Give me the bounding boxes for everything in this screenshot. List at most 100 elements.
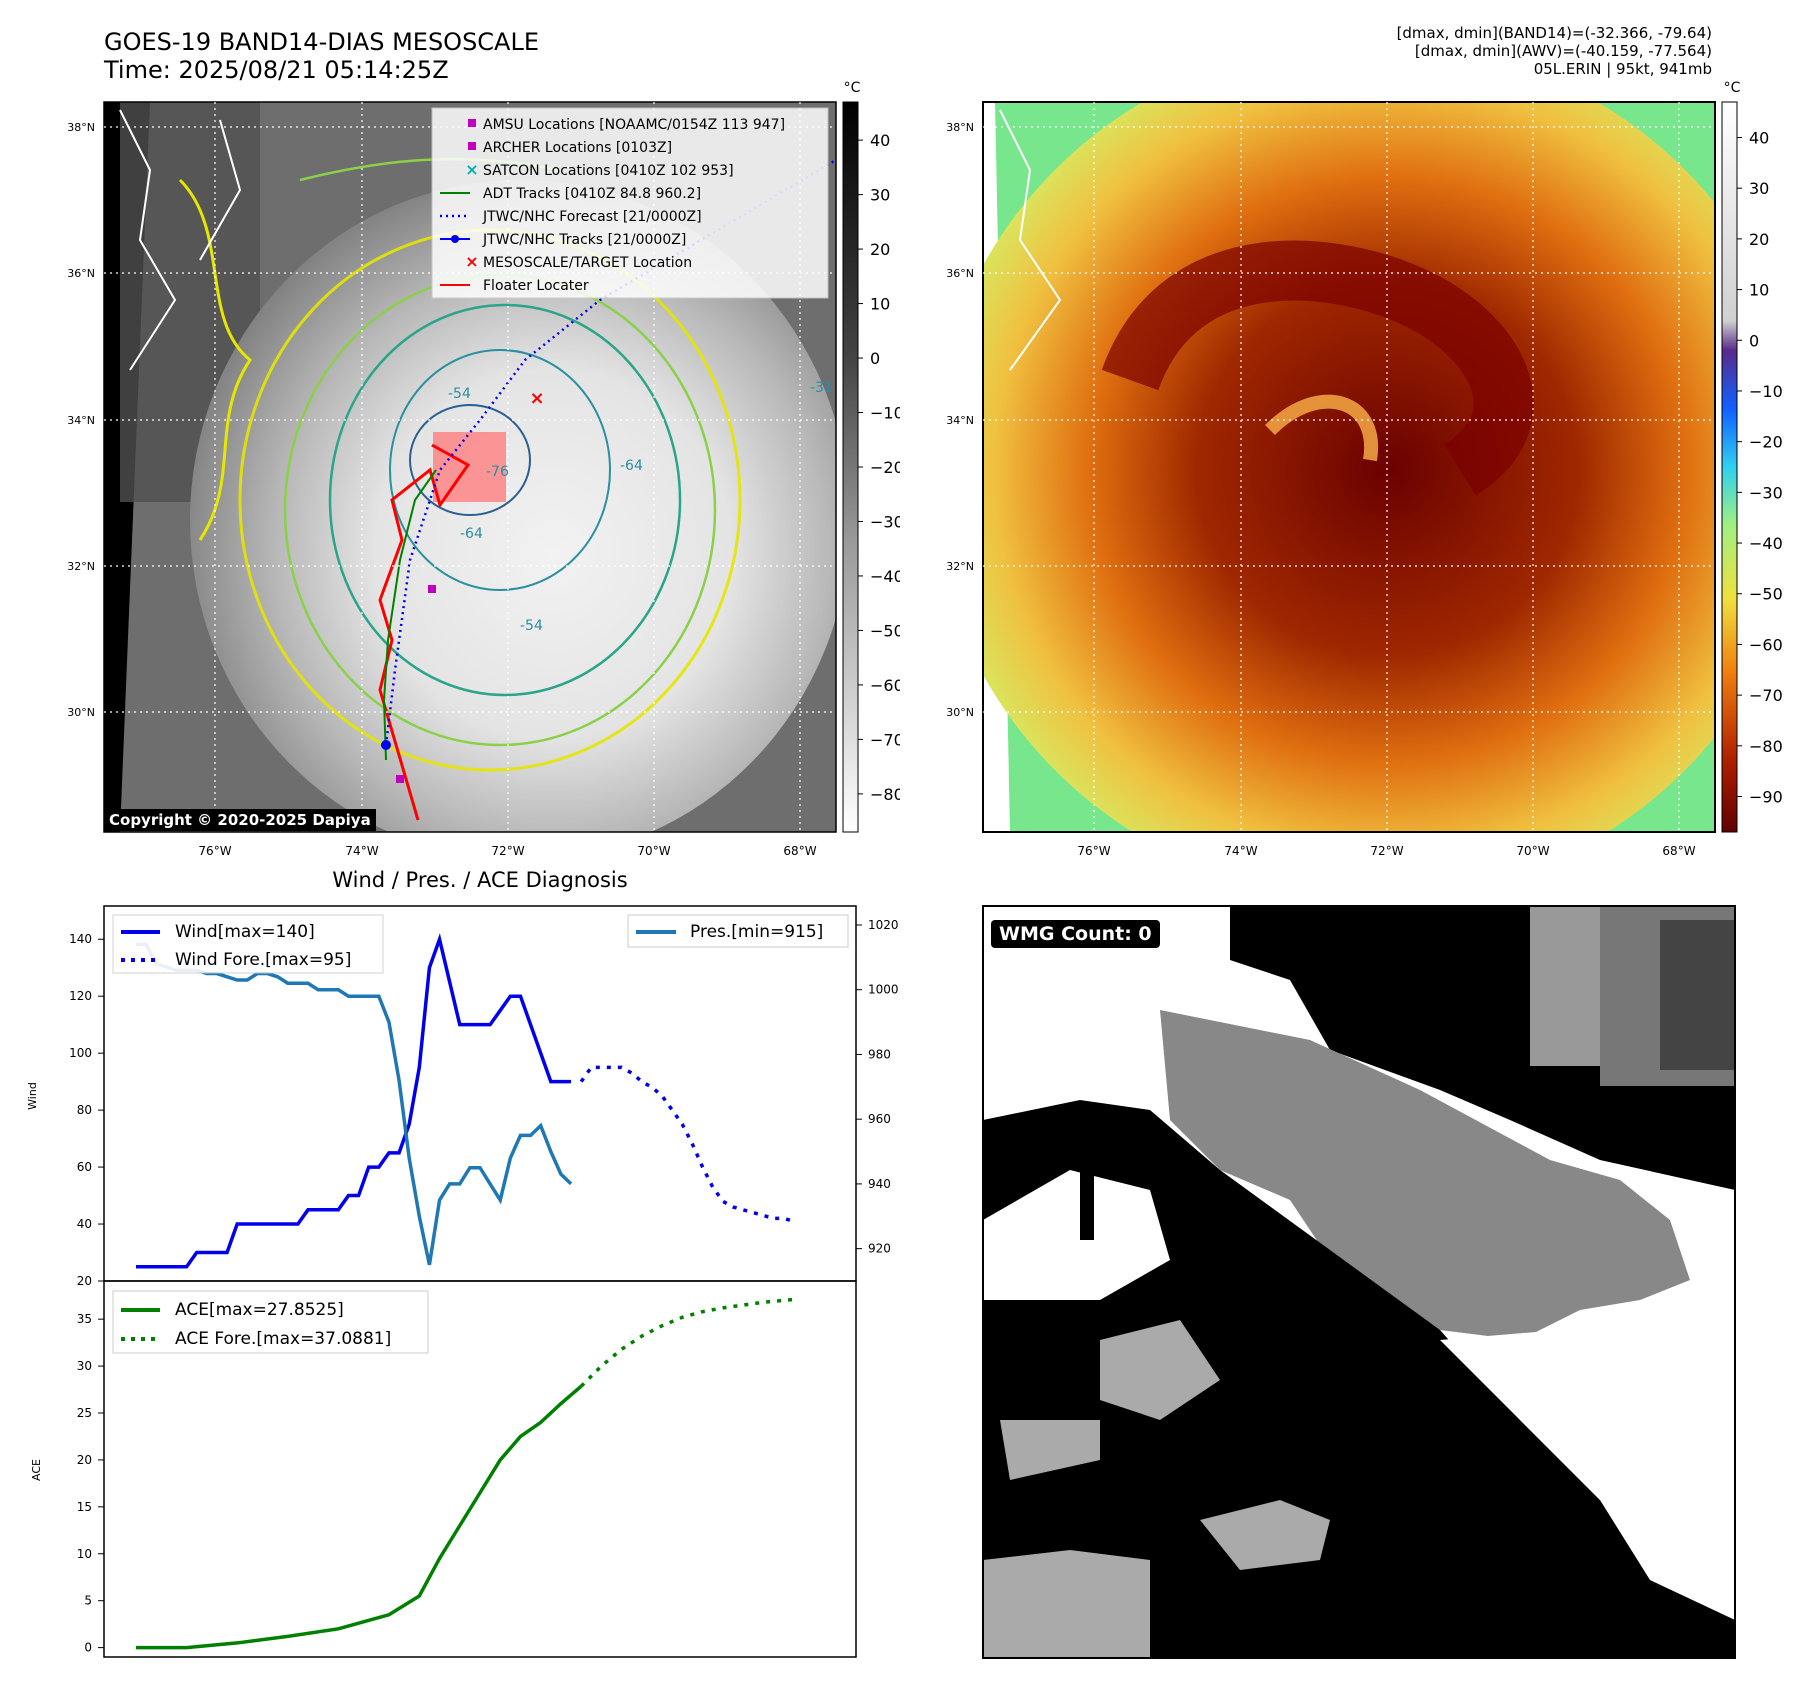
lon-label: 70°W	[637, 844, 670, 858]
lon-label: 68°W	[1662, 844, 1695, 858]
colorbar-tick-label: −20	[1749, 433, 1783, 452]
lat-label: 30°N	[67, 706, 95, 719]
legend-label: JTWC/NHC Forecast [21/0000Z]	[482, 209, 702, 225]
ace-axis-tick-label: 15	[77, 1500, 92, 1514]
ace-series-line-0	[136, 1384, 583, 1650]
ace-axis-tick-label: 30	[77, 1359, 92, 1373]
wind-axis-tick-label: 60	[77, 1160, 92, 1174]
colorbar-tick-label: −50	[870, 621, 900, 640]
legend-swatch: ×	[465, 252, 478, 271]
lon-label: 70°W	[1516, 844, 1549, 858]
wind-axis-tick-label: 40	[77, 1217, 92, 1231]
pressure-axis-tick-label: 980	[868, 1047, 891, 1061]
pressure-axis-tick-label: 920	[868, 1242, 891, 1256]
colorbar-tick-label: 10	[1749, 281, 1769, 300]
wind-legend: Wind[max=140] Wind Fore.[max=95]	[112, 914, 384, 974]
amsu-marker	[396, 775, 404, 783]
colorbar-tick-label: −40	[870, 567, 900, 586]
target-location-marker: ×	[529, 388, 544, 409]
ace-axis-label: ACE	[30, 1459, 43, 1481]
legend-wind: Wind[max=140]	[175, 922, 315, 942]
title-line1: GOES-19 BAND14-DIAS MESOSCALE	[104, 28, 540, 56]
lon-label: 76°W	[198, 844, 231, 858]
colorbar-unit: °C	[1724, 80, 1741, 96]
ace-axis-tick-label: 0	[84, 1641, 92, 1655]
colorbar-tick-label: −80	[870, 785, 900, 804]
wmg-count-badge: WMG Count: 0	[991, 920, 1160, 948]
legend-label: ARCHER Locations [0103Z]	[483, 140, 672, 156]
contour-label: -54	[448, 386, 471, 402]
info-line3: 05L.ERIN | 95kt, 941mb	[1533, 60, 1712, 78]
colorbar-tick-label: −70	[1749, 686, 1783, 705]
lat-label: 38°N	[67, 121, 95, 134]
legend-label: MESOSCALE/TARGET Location	[483, 255, 692, 271]
lat-label: 36°N	[946, 267, 974, 280]
colorbar-tick-label: −80	[1749, 737, 1783, 756]
wmg-mask-image	[983, 906, 1735, 1658]
wind-axis-tick-label: 140	[69, 932, 92, 946]
colorbar-tick-label: 10	[870, 295, 890, 314]
ace-frame	[103, 1280, 857, 1658]
wmg-panel	[982, 905, 1736, 1659]
series-line-1	[579, 1065, 795, 1223]
wind-axis-tick-label: 120	[69, 989, 92, 1003]
title-line2: Time: 2025/08/21 05:14:25Z	[104, 56, 449, 84]
colorbar-tick-label: −70	[870, 730, 900, 749]
awv-lon-labels: 76°W 74°W 72°W 70°W 68°W	[1077, 844, 1695, 858]
info-line2: [dmax, dmin](AWV)=(-40.159, -77.564)	[1414, 42, 1712, 60]
legend-pressure: Pres.[min=915]	[690, 922, 823, 942]
legend-swatch	[468, 119, 476, 127]
ir-lon-labels: 76°W 74°W 72°W 70°W 68°W	[198, 844, 816, 858]
wind-axis-tick-label: 100	[69, 1046, 92, 1060]
colorbar-tick-label: −50	[1749, 585, 1783, 604]
series-line-2	[136, 942, 573, 1266]
lon-label: 72°W	[1370, 844, 1403, 858]
lat-label: 32°N	[67, 560, 95, 573]
info-line1: [dmax, dmin](BAND14)=(-32.366, -79.64)	[1396, 24, 1712, 42]
contour-label: -54	[520, 618, 543, 634]
legend-swatch: ×	[465, 160, 478, 179]
lat-label: 30°N	[946, 706, 974, 719]
wind-axis-label: Wind	[26, 1082, 39, 1110]
colorbar-tick-label: −90	[1749, 788, 1783, 807]
legend-label: JTWC/NHC Tracks [21/0000Z]	[482, 232, 686, 248]
legend-wind-fore: Wind Fore.[max=95]	[175, 950, 351, 970]
ace-legend: ACE[max=27.8525] ACE Fore.[max=37.0881]	[112, 1290, 429, 1354]
archer-marker	[428, 585, 436, 593]
ir-map-legend: AMSU Locations [NOAAMC/0154Z 113 947] ARC…	[431, 107, 829, 299]
legend-ace-fore: ACE Fore.[max=37.0881]	[175, 1329, 391, 1349]
awv-colorbar: °C 40 30 20 10 0 −10 −20 −30 −40 −50 −60 −70 −80 −90	[1721, 80, 1783, 833]
colorbar-tick-label: −10	[1749, 382, 1783, 401]
lon-label: 76°W	[1077, 844, 1110, 858]
contour-label: -76	[486, 464, 509, 480]
pressure-axis-tick-label: 1000	[868, 983, 899, 997]
pressure-legend: Pres.[min=915]	[627, 914, 849, 948]
colorbar-tick-label: 20	[1749, 230, 1769, 249]
colorbar-tick-label: −10	[870, 404, 900, 423]
lat-label: 34°N	[946, 414, 974, 427]
lat-label: 34°N	[67, 414, 95, 427]
colorbar-tick-label: 0	[870, 349, 880, 368]
colorbar-tick-label: 0	[1749, 331, 1759, 350]
ir-map-panel: × -54 -76 -64 -64 -54 -31 38°N 36°N 34°N…	[67, 80, 900, 858]
legend-label: SATCON Locations [0410Z 102 953]	[483, 163, 734, 179]
diagnosis-panel: Wind / Pres. / ACE Diagnosis Wind Pressu…	[26, 868, 899, 1658]
ace-series-line-1	[579, 1297, 794, 1388]
ace-axis-tick-label: 20	[77, 1453, 92, 1467]
colorbar-tick-label: −40	[1749, 534, 1783, 553]
legend-label: Floater Locater	[483, 278, 589, 294]
lon-label: 74°W	[345, 844, 378, 858]
ir-colorbar: °C 40 30 20 10 0 −10 −20 −30 −40 −50 −60 −70 −80	[842, 80, 900, 833]
contour-label: -31	[810, 380, 833, 396]
wind-axis-tick-label: 20	[77, 1274, 92, 1288]
lat-label: 36°N	[67, 267, 95, 280]
lat-label: 38°N	[946, 121, 974, 134]
diagnosis-title: Wind / Pres. / ACE Diagnosis	[332, 868, 627, 892]
lon-label: 68°W	[783, 844, 816, 858]
legend-swatch	[468, 142, 476, 150]
contour-label: -64	[460, 526, 483, 542]
legend-label: ADT Tracks [0410Z 84.8 960.2]	[483, 186, 701, 202]
awv-map-image	[983, 102, 1715, 832]
lon-label: 74°W	[1224, 844, 1257, 858]
pressure-axis-tick-label: 960	[868, 1112, 891, 1126]
